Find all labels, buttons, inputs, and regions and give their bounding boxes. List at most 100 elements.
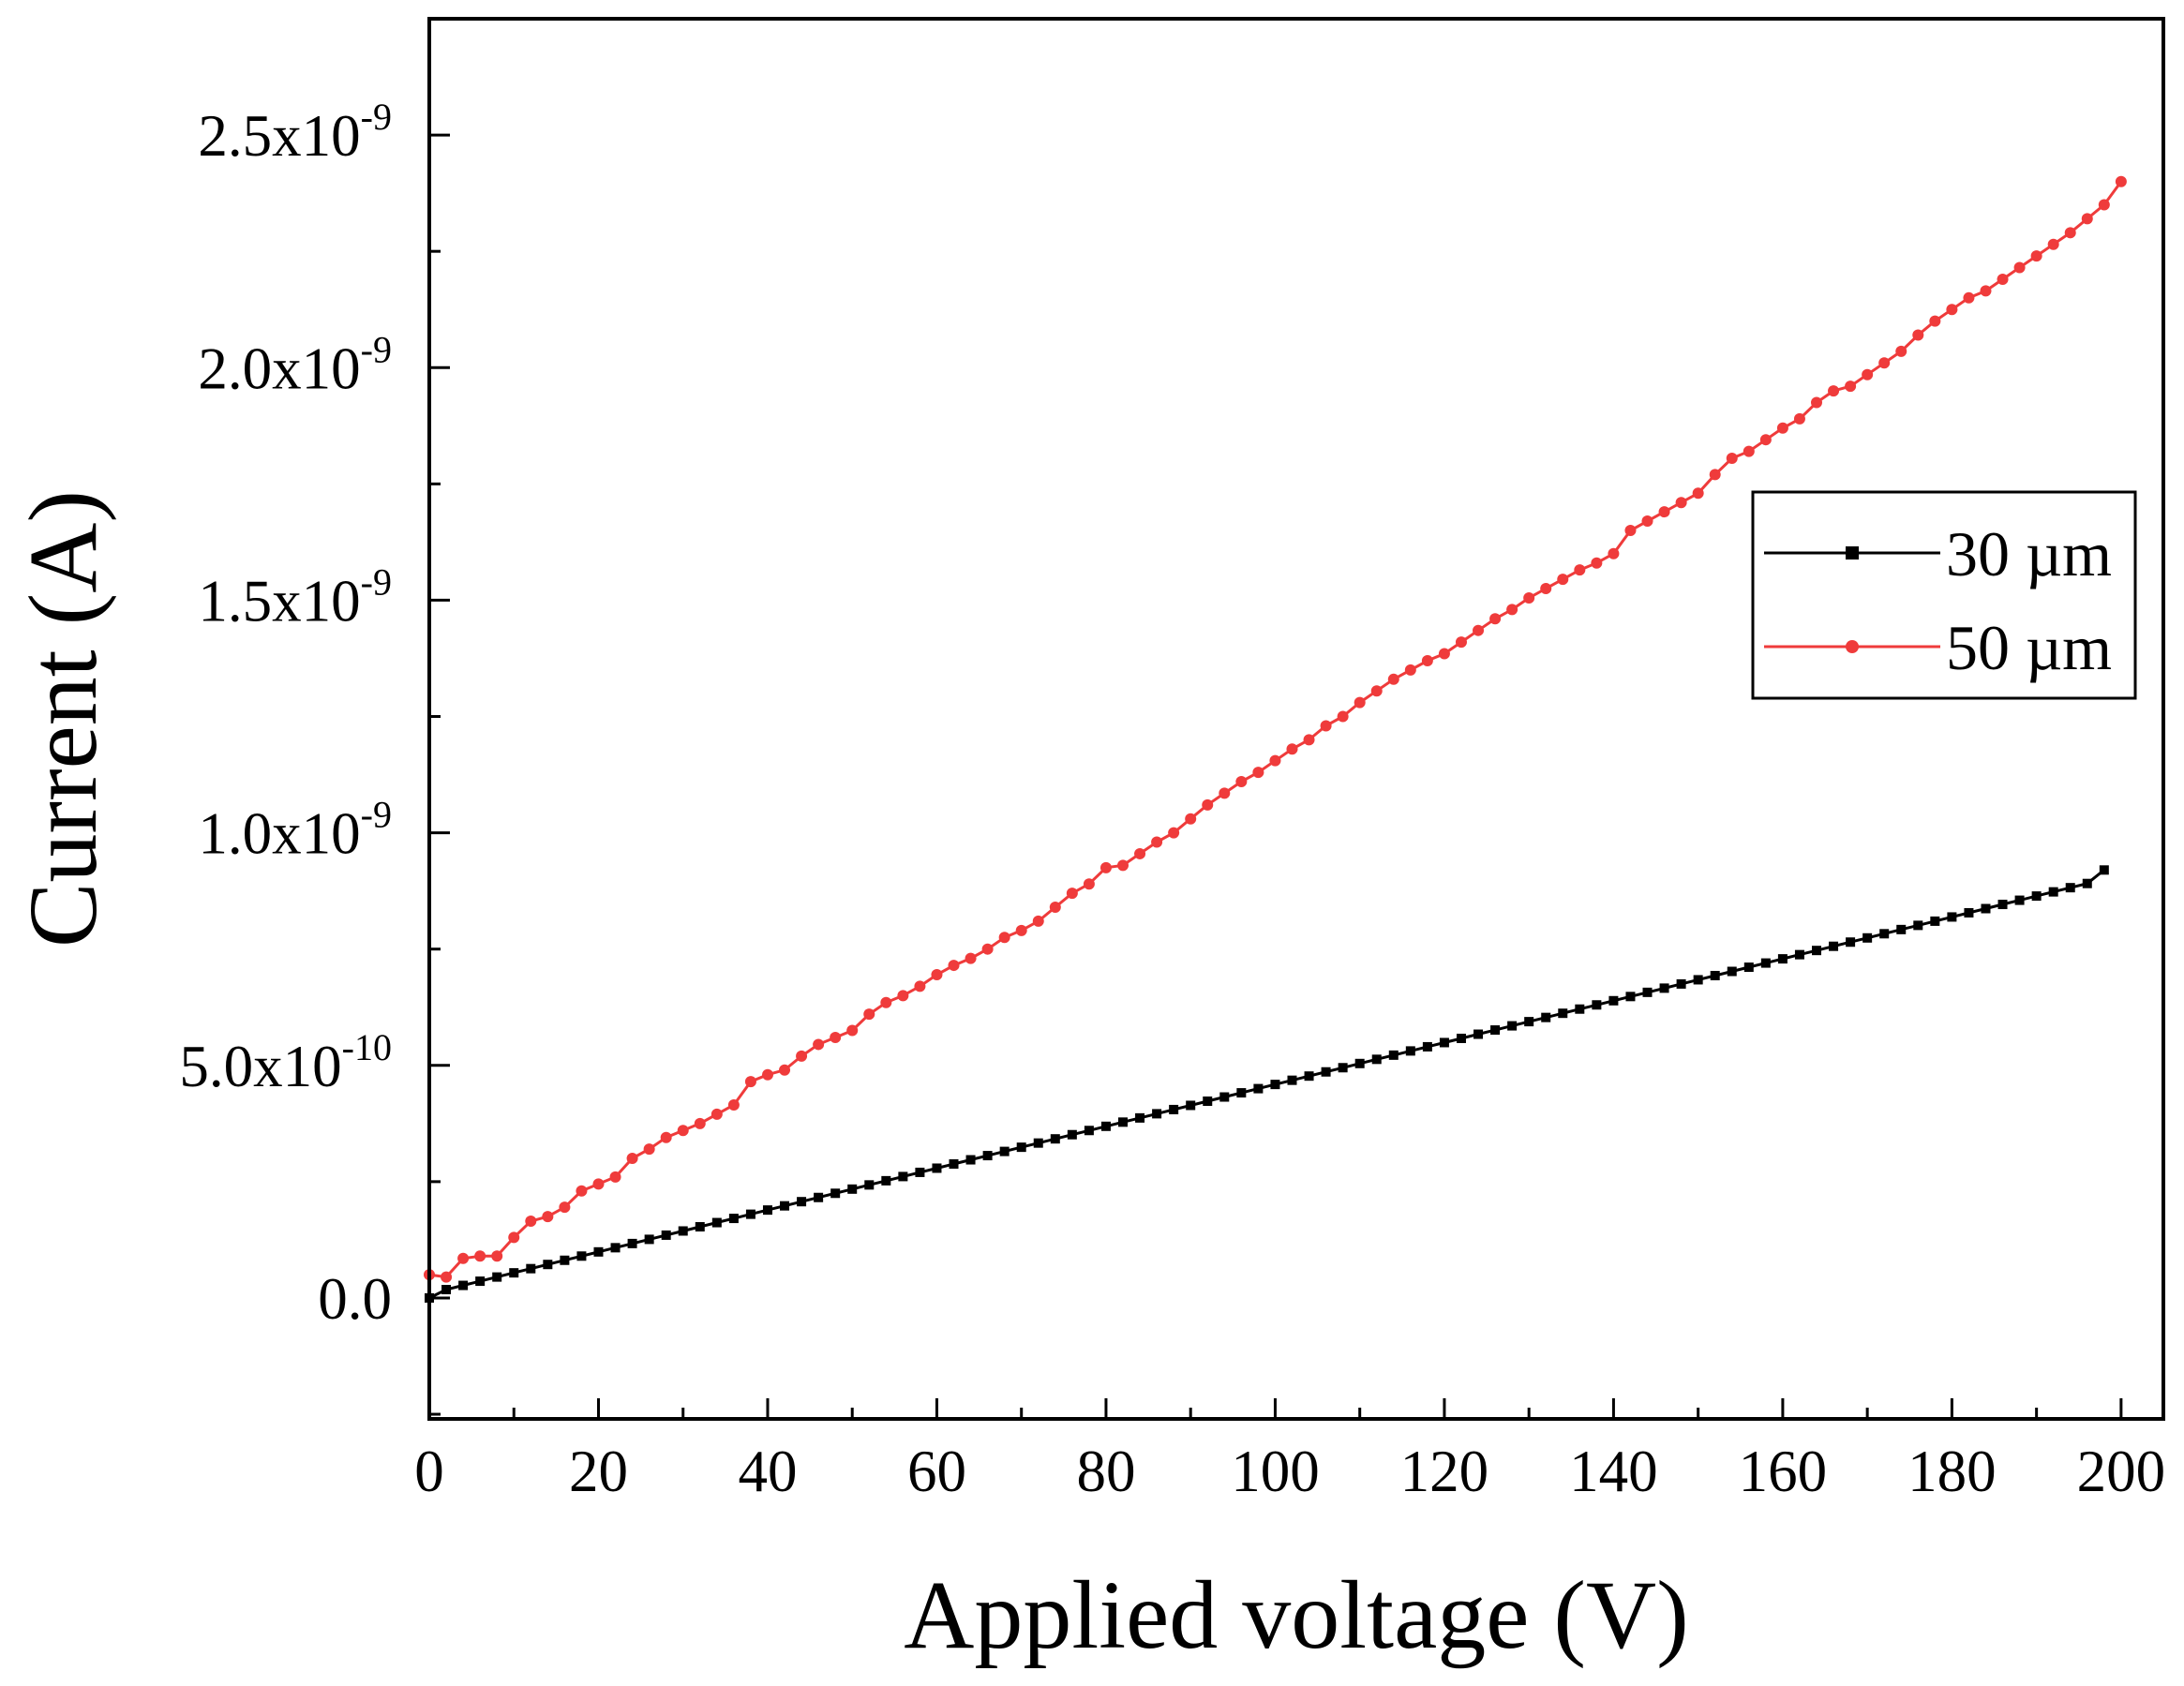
data-point-circle — [1776, 422, 1788, 434]
data-point-square — [1625, 992, 1636, 1002]
data-point-circle — [1997, 273, 2009, 285]
data-point-square — [762, 1205, 772, 1216]
data-point-circle — [1878, 357, 1891, 369]
data-point-square — [1846, 937, 1856, 947]
data-point-circle — [1641, 515, 1653, 528]
data-point-square — [1659, 983, 1669, 993]
data-point-circle — [1540, 583, 1552, 595]
series-50um — [424, 175, 2127, 1283]
data-point-circle — [1743, 445, 1755, 457]
data-point-square — [1253, 1083, 1264, 1094]
y-tick-mantissa: 1.0x10 — [198, 801, 360, 867]
x-tick-label: 0 — [414, 1439, 444, 1504]
plot-area-frame — [427, 17, 2165, 1421]
data-point-circle — [948, 960, 960, 972]
data-point-circle — [931, 968, 943, 980]
y-tick-mantissa: 2.5x10 — [198, 103, 360, 169]
data-point-circle — [1557, 574, 1569, 586]
data-point-square — [1575, 1004, 1585, 1014]
data-point-square — [2048, 887, 2058, 897]
data-point-circle — [727, 1098, 740, 1111]
data-point-square — [1913, 920, 1923, 931]
data-point-square — [678, 1226, 688, 1236]
data-point-circle — [1591, 557, 1603, 569]
data-point-circle — [1912, 329, 1924, 341]
data-point-circle — [897, 990, 909, 1002]
data-point-circle — [1099, 861, 1112, 873]
legend-label-50um: 50 µm — [1946, 612, 2112, 683]
data-point-square — [1100, 1121, 1111, 1131]
y-tick-label: 1.0x10-9 — [198, 794, 392, 867]
data-point-circle — [998, 932, 1010, 944]
data-point-circle — [1895, 345, 1907, 357]
data-point-circle — [981, 943, 994, 955]
x-tick-label: 180 — [1907, 1439, 1997, 1504]
tick-marks — [427, 133, 2123, 1419]
data-point-square — [1371, 1054, 1382, 1065]
series-30um — [425, 865, 2109, 1303]
x-tick-label: 140 — [1569, 1439, 1658, 1504]
data-point-square — [610, 1243, 621, 1253]
data-point-circle — [694, 1117, 706, 1129]
x-tick-label: 40 — [738, 1439, 797, 1504]
data-point-square — [1507, 1021, 1518, 1031]
data-point-circle — [1574, 564, 1586, 576]
data-point-circle — [1438, 648, 1450, 660]
data-point-circle — [1185, 813, 1197, 825]
data-point-circle — [1387, 673, 1399, 685]
data-point-circle — [1235, 776, 1248, 788]
y-tick-mantissa: 0.0 — [318, 1266, 392, 1332]
data-point-circle — [1726, 453, 1738, 465]
data-point-circle — [1929, 315, 1941, 327]
data-point-square — [492, 1272, 502, 1282]
y-tick-exponent: -9 — [361, 96, 392, 138]
data-point-circle — [761, 1068, 773, 1081]
data-point-square — [1016, 1142, 1026, 1153]
data-point-circle — [796, 1050, 808, 1062]
data-point-square — [2031, 891, 2042, 902]
data-point-circle — [1709, 469, 1721, 481]
data-point-circle — [1811, 396, 1822, 409]
data-point-circle — [813, 1038, 825, 1051]
data-point-square — [728, 1214, 739, 1224]
data-point-circle — [491, 1250, 503, 1262]
data-point-square — [661, 1230, 671, 1240]
data-point-square — [1794, 949, 1804, 960]
data-point-circle — [677, 1125, 689, 1137]
data-point-square — [1777, 954, 1788, 964]
data-point-square — [949, 1159, 959, 1170]
data-point-square — [1541, 1012, 1551, 1022]
data-point-square — [1896, 924, 1907, 934]
data-point-square — [2099, 865, 2109, 875]
data-point-square — [745, 1209, 755, 1219]
data-point-circle — [660, 1131, 672, 1143]
data-point-square — [982, 1151, 993, 1161]
data-point-circle — [1286, 743, 1298, 755]
data-point-circle — [1354, 696, 1366, 709]
data-point-square — [1743, 962, 1754, 973]
data-point-square — [644, 1234, 654, 1245]
data-point-square — [847, 1184, 858, 1194]
data-point-circle — [2030, 250, 2042, 262]
data-point-circle — [1862, 368, 1874, 380]
data-point-circle — [1980, 285, 1992, 297]
data-point-square — [1084, 1126, 1094, 1136]
data-point-circle — [779, 1064, 791, 1076]
y-tick-mantissa: 5.0x10 — [179, 1034, 341, 1099]
data-point-square — [1710, 970, 1720, 980]
data-point-circle — [576, 1185, 588, 1197]
data-point-square — [1118, 1117, 1128, 1127]
data-point-square — [1186, 1100, 1196, 1111]
y-tick-label: 2.0x10-9 — [198, 328, 392, 401]
x-axis-title: Applied voltage (V) — [904, 1561, 1689, 1669]
data-point-circle — [1337, 710, 1349, 723]
data-point-circle — [1473, 624, 1485, 636]
data-point-square — [1236, 1088, 1247, 1098]
data-point-square — [1169, 1104, 1179, 1114]
data-point-circle — [2081, 213, 2093, 225]
data-point-circle — [1523, 591, 1535, 604]
data-point-square — [1829, 941, 1839, 951]
data-point-circle — [559, 1201, 571, 1214]
data-point-square — [2065, 883, 2075, 893]
y-tick-mantissa: 2.0x10 — [198, 336, 360, 401]
